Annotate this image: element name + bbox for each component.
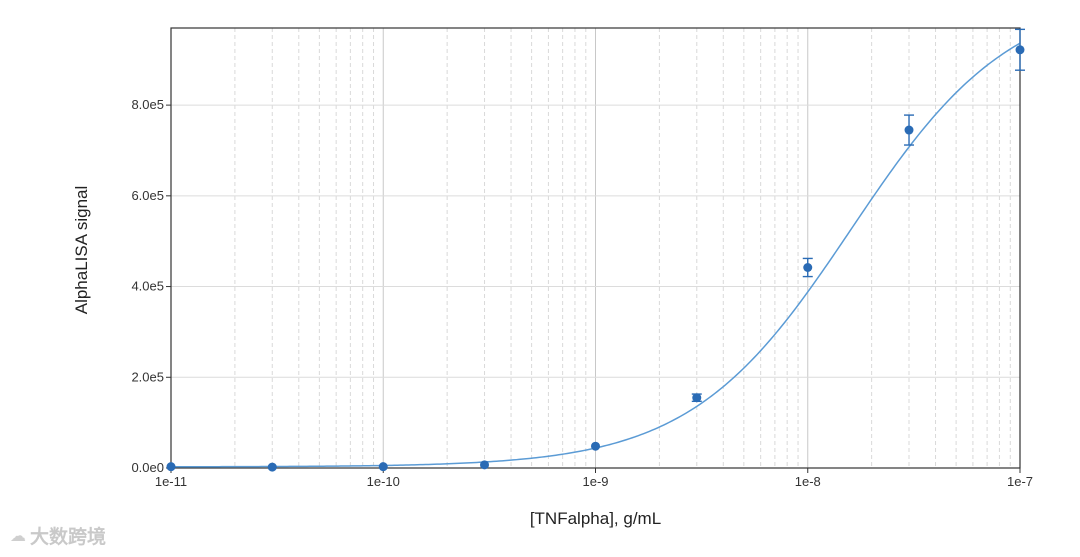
data-point: [904, 125, 914, 135]
x-tick-label: 1e-9: [582, 474, 608, 489]
data-point: [267, 462, 277, 472]
data-point: [803, 263, 813, 273]
data-point: [591, 441, 600, 451]
axis-ticks: 1e-11 1e-10 1e-9 1e-8 1e-7 0.0e0 2.0e5 4.0e5 6.0…: [131, 97, 1033, 489]
y-axis-title: AlphaLISA signal: [72, 186, 91, 315]
y-tick-label: 2.0e5: [131, 369, 164, 384]
y-tick-label: 4.0e5: [131, 279, 164, 294]
x-axis-title: [TNFalpha], g/mL: [530, 509, 661, 528]
data-point: [692, 393, 702, 403]
data-point: [378, 462, 388, 472]
x-tick-label: 1e-10: [367, 474, 400, 489]
x-tick-label: 1e-11: [155, 474, 187, 489]
x-tick-label: 1e-8: [795, 474, 821, 489]
y-tick-label: 6.0e5: [131, 188, 164, 203]
cloud-icon: ☁: [10, 526, 26, 545]
y-tick-label: 0.0e0: [131, 460, 164, 475]
grid: [170, 28, 1020, 469]
watermark: ☁ 大数跨境: [10, 522, 106, 549]
data-point: [166, 462, 176, 472]
data-points-layer: [166, 28, 1025, 472]
y-tick-label: 8.0e5: [131, 97, 164, 112]
x-tick-label: 1e-7: [1007, 474, 1033, 489]
data-point: [480, 460, 490, 470]
data-point: [1015, 45, 1025, 55]
watermark-text: 大数跨境: [30, 526, 107, 548]
